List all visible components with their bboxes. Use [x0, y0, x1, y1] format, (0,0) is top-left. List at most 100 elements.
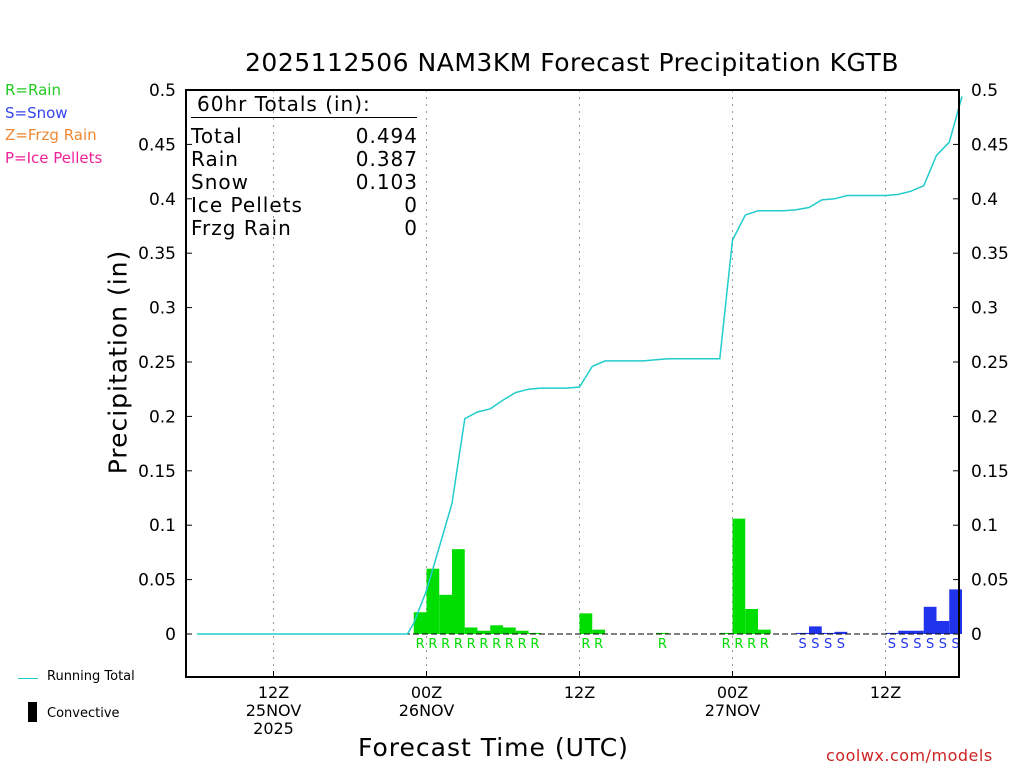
rain-type-letter: R — [594, 637, 603, 652]
rain-bar — [579, 613, 593, 634]
rain-type-letter: R — [747, 637, 756, 652]
rain-bar — [439, 594, 452, 634]
legend-ice-pellets: P=Ice Pellets — [5, 149, 103, 167]
rain-bar — [413, 612, 427, 634]
snow-bar — [885, 632, 899, 634]
rain-bar — [503, 627, 516, 634]
snow-bar — [809, 626, 822, 634]
rain-type-letter: R — [428, 637, 437, 652]
snow-bar — [923, 606, 937, 634]
rain-type-letter: R — [722, 637, 731, 652]
y-tick-label-left: 0.15 — [138, 462, 176, 482]
rain-bar — [758, 629, 771, 634]
x-tick-label: 25NOV — [246, 701, 302, 720]
x-tick-label: 12Z — [870, 683, 901, 702]
totals-label-rain: Rain — [191, 147, 239, 171]
snow-type-letter: S — [824, 637, 832, 652]
rain-type-letter: R — [479, 637, 488, 652]
totals-header: 60hr Totals (in): — [197, 92, 371, 116]
y-tick-label-left: 0.3 — [149, 299, 176, 319]
rain-bar — [477, 630, 491, 634]
rain-type-letter: R — [734, 637, 743, 652]
rain-type-letter: R — [505, 637, 514, 652]
x-tick-label: 12Z — [564, 683, 595, 702]
convective-label: Convective — [47, 706, 120, 721]
snow-type-letter: S — [926, 637, 934, 652]
rain-bar — [515, 630, 529, 634]
snow-type-letter: S — [811, 637, 819, 652]
y-tick-label-right: 0.35 — [971, 244, 1009, 264]
rain-bar — [745, 608, 758, 634]
totals-label-ice-pellets: Ice Pellets — [191, 193, 303, 217]
totals-value-frzg-rain: 0 — [404, 216, 418, 240]
totals-value-snow: 0.103 — [355, 170, 418, 194]
snow-bar — [821, 632, 835, 634]
x-tick-label: 12Z — [258, 683, 289, 702]
rain-bar — [592, 629, 605, 634]
y-tick-label-right: 0.3 — [971, 299, 998, 319]
x-tick-label: 00Z — [411, 683, 442, 702]
y-tick-label-right: 0.05 — [971, 571, 1009, 591]
snow-type-letter: S — [798, 637, 806, 652]
rain-bar — [452, 549, 465, 634]
totals-label-snow: Snow — [191, 170, 249, 194]
snow-type-letter: S — [900, 637, 908, 652]
y-tick-label-left: 0.05 — [138, 571, 176, 591]
rain-type-letter: R — [467, 637, 476, 652]
snow-bar — [911, 630, 924, 634]
x-tick-label: 2025 — [253, 719, 294, 738]
rain-type-letter: R — [760, 637, 769, 652]
y-tick-label-right: 0 — [971, 625, 982, 645]
rain-type-letter: R — [441, 637, 450, 652]
rain-bar — [490, 625, 503, 634]
snow-type-letter: S — [951, 637, 959, 652]
y-tick-label-left: 0.1 — [149, 516, 176, 536]
y-tick-label-left: 0.25 — [138, 353, 176, 373]
snow-type-letter: S — [888, 637, 896, 652]
x-tick-label: 27NOV — [705, 701, 761, 720]
plot-frame — [185, 89, 960, 678]
y-tick-label-left: 0.4 — [149, 190, 176, 210]
legend-frzg-rain: Z=Frzg Rain — [5, 126, 97, 144]
snow-type-letter: S — [939, 637, 947, 652]
y-tick-label-left: 0.35 — [138, 244, 176, 264]
snow-bar — [834, 631, 848, 634]
y-tick-label-right: 0.5 — [971, 81, 998, 101]
y-tick-label-right: 0.15 — [971, 462, 1009, 482]
totals-value-total: 0.494 — [355, 124, 418, 148]
rain-type-letter: R — [658, 637, 667, 652]
totals-value-rain: 0.387 — [355, 147, 418, 171]
rain-type-letter: R — [416, 637, 425, 652]
vertical-gridlines — [273, 90, 886, 677]
x-tick-label: 00Z — [717, 683, 748, 702]
running-total-layer — [197, 96, 963, 635]
convective-swatch — [28, 702, 37, 722]
snow-bar — [898, 630, 911, 634]
rain-type-letter: R — [581, 637, 590, 652]
y-tick-label-right: 0.2 — [971, 407, 998, 427]
running-total-label: Running Total — [47, 669, 135, 684]
x-axis-label: Forecast Time (UTC) — [358, 733, 629, 762]
y-tick-label-right: 0.1 — [971, 516, 998, 536]
y-tick-label-right: 0.25 — [971, 353, 1009, 373]
legend-rain: R=Rain — [5, 81, 61, 99]
x-tick-label: 26NOV — [399, 701, 455, 720]
y-tick-label-left: 0.5 — [149, 81, 176, 101]
rain-bar — [732, 518, 746, 634]
running-total-line — [197, 96, 963, 635]
rain-type-letter: R — [454, 637, 463, 652]
totals-value-ice-pellets: 0 — [404, 193, 418, 217]
bars-layer — [413, 518, 962, 634]
legend-snow: S=Snow — [5, 104, 68, 122]
rain-bar — [656, 632, 669, 634]
snow-type-letter: S — [913, 637, 921, 652]
y-tick-label-right: 0.45 — [971, 135, 1009, 155]
totals-underline — [191, 117, 417, 118]
y-tick-label-left: 0 — [165, 625, 176, 645]
rain-bar — [426, 568, 440, 634]
rain-type-letter: R — [530, 637, 539, 652]
snow-bar — [949, 589, 962, 634]
y-tick-label-right: 0.4 — [971, 190, 998, 210]
